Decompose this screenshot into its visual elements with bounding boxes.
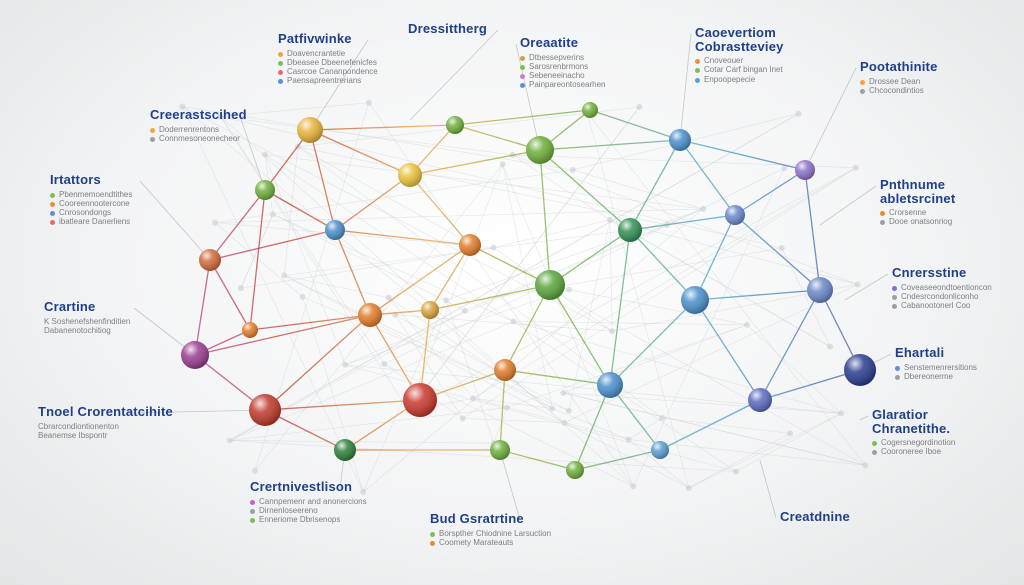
- node-n26: [795, 160, 815, 180]
- node-n4: [181, 341, 209, 369]
- node-n22: [725, 205, 745, 225]
- node-n12: [446, 116, 464, 134]
- node-n29: [582, 102, 598, 118]
- node-n21: [681, 286, 709, 314]
- node-n16: [490, 440, 510, 460]
- node-n19: [618, 218, 642, 242]
- node-n2: [255, 180, 275, 200]
- node-n13: [526, 136, 554, 164]
- node-n25: [844, 354, 876, 386]
- node-n24: [807, 277, 833, 303]
- node-n18: [597, 372, 623, 398]
- node-n8: [358, 303, 382, 327]
- node-n23: [748, 388, 772, 412]
- node-n17: [566, 461, 584, 479]
- node-n27: [242, 322, 258, 338]
- node-n30: [421, 301, 439, 319]
- node-n6: [334, 439, 356, 461]
- node-n28: [651, 441, 669, 459]
- node-n3: [199, 249, 221, 271]
- node-n10: [398, 163, 422, 187]
- leader-lines: [128, 30, 891, 520]
- node-n9: [325, 220, 345, 240]
- infographic-stage: PatfivwinkeDoavencrantetieDbeasee Dbeene…: [0, 0, 1024, 585]
- node-n1: [297, 117, 323, 143]
- node-n5: [249, 394, 281, 426]
- node-n14: [535, 270, 565, 300]
- node-n7: [403, 383, 437, 417]
- faint-web: [179, 100, 868, 495]
- node-n11: [459, 234, 481, 256]
- network-svg: [0, 0, 1024, 585]
- node-n20: [669, 129, 691, 151]
- node-n15: [494, 359, 516, 381]
